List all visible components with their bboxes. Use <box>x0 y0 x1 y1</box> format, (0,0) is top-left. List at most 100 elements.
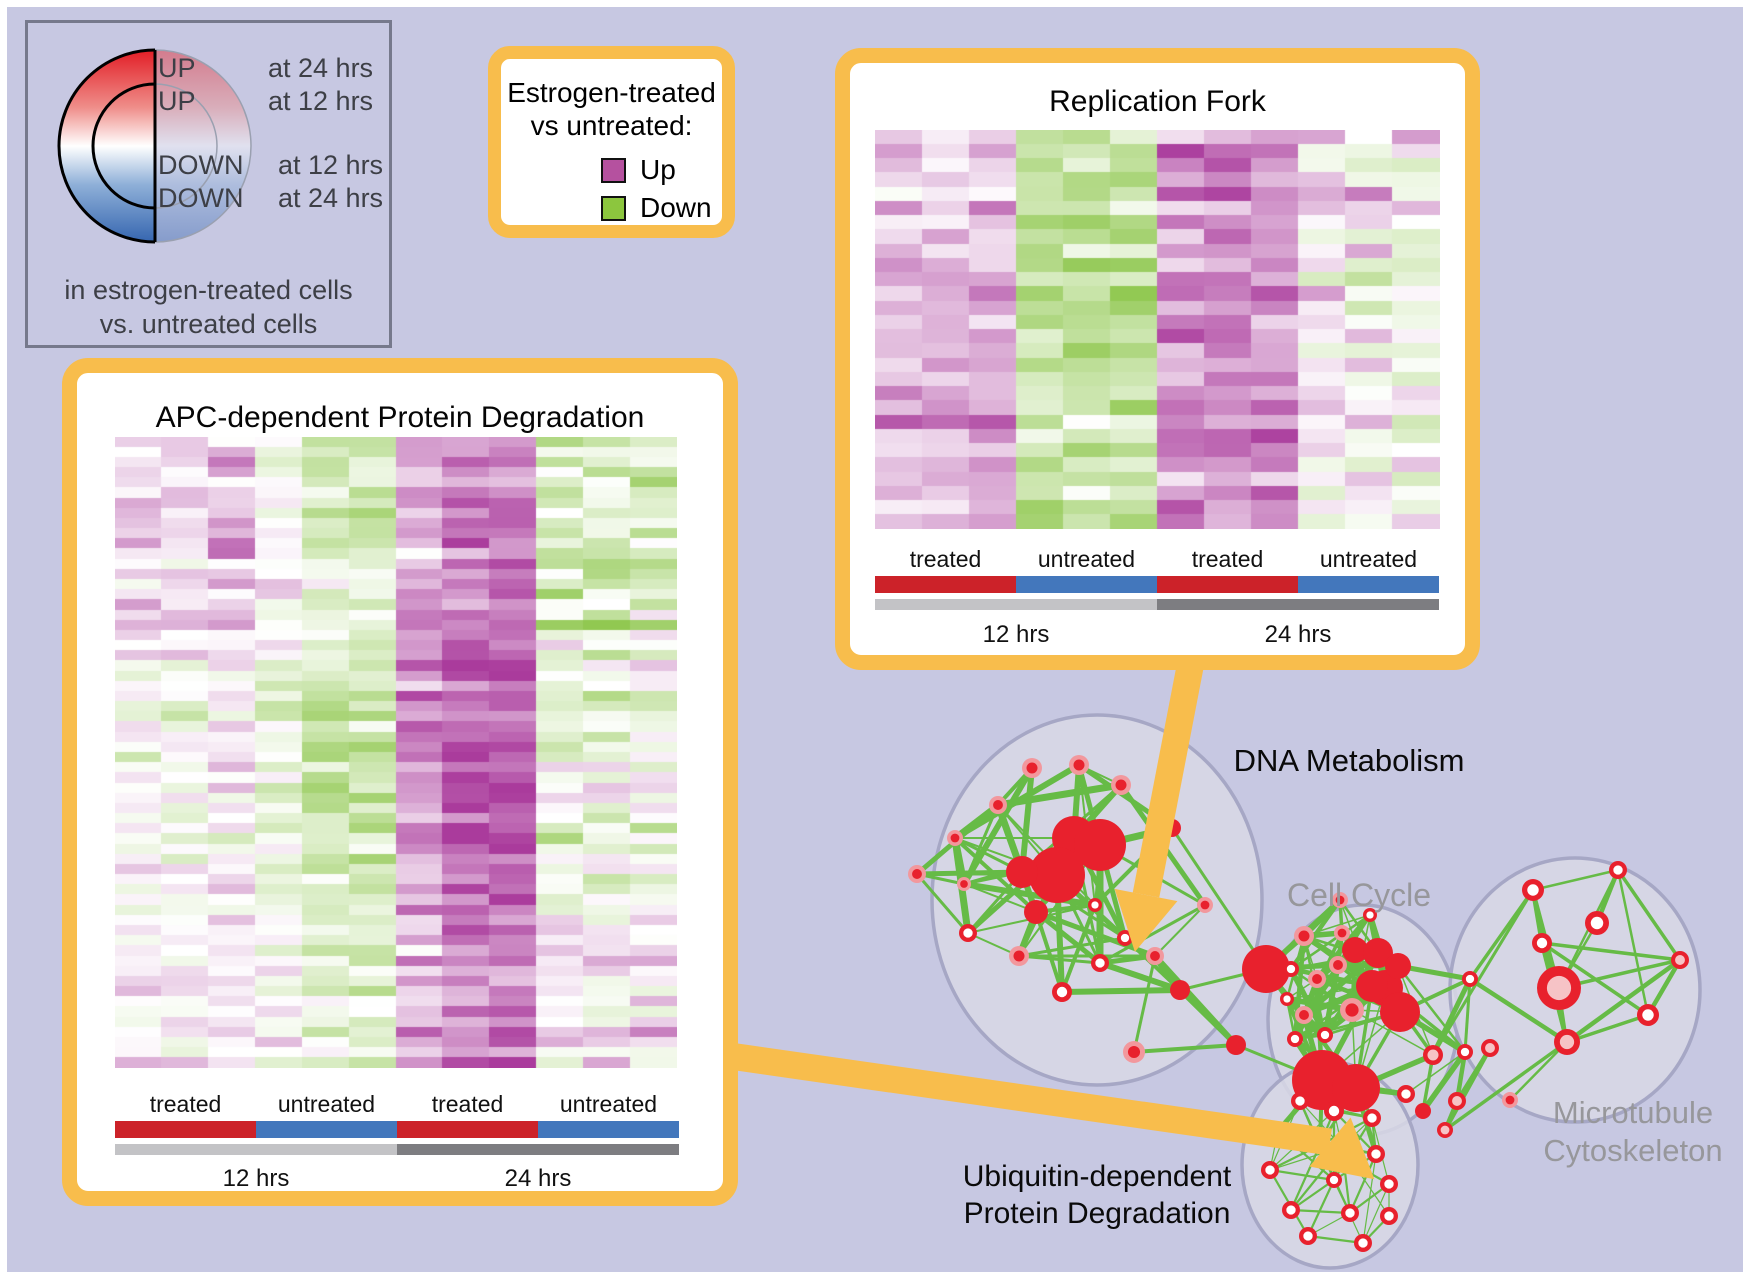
network-edge <box>1397 965 1466 1053</box>
down-label: Down <box>640 192 712 223</box>
cluster-label-1: Cell Cycle <box>1286 877 1432 913</box>
network-edge <box>1348 1153 1378 1214</box>
network-edge <box>1290 1208 1351 1215</box>
network-node-red-ring-white-center <box>1261 1161 1279 1179</box>
network-node-red-ring-white-center <box>1609 861 1627 879</box>
cluster-label-2: Microtubule Cytoskeleton <box>1543 1095 1723 1168</box>
ring-legend-box: UP at 24 hrs UP at 12 hrs DOWN at 12 hrs… <box>25 20 392 348</box>
apc-24h-bar <box>397 1144 679 1155</box>
apc-heatmap <box>115 437 677 1068</box>
network-edge <box>1289 1144 1322 1211</box>
network-edge <box>1455 1046 1492 1103</box>
network-node-pink-ring-red-center <box>1308 970 1326 988</box>
network-edge <box>1132 955 1157 1053</box>
network-edge <box>1443 1040 1569 1132</box>
apc-panel-title: APC-dependent Protein Degradation <box>155 401 645 434</box>
network-node-red-ring-white-center <box>1326 1172 1342 1188</box>
network-edge <box>1133 1043 1237 1054</box>
rf-group-label-2: treated <box>1191 546 1264 572</box>
rf-heatmap <box>875 130 1440 529</box>
ring-legend-diagram <box>57 48 252 244</box>
network-node-red-ring-white-center <box>1532 933 1552 953</box>
network-node-solid-red <box>1385 953 1411 979</box>
rf-group-label-3: untreated <box>1319 546 1418 572</box>
network-edge <box>1019 767 1035 873</box>
network-node-red-ring-white-center <box>1117 930 1133 946</box>
network-edge <box>1099 903 1206 965</box>
network-edge <box>1468 977 1569 1044</box>
network-node-red-ring-white-center <box>1380 1207 1398 1225</box>
network-node-red-ring-white-center <box>1287 1031 1303 1047</box>
ring-up12-dir: UP <box>158 86 196 116</box>
apc-treated-bar-24h <box>397 1121 538 1138</box>
network-node-solid-red <box>1332 1064 1380 1112</box>
network-edge <box>1099 953 1156 966</box>
network-edge <box>1532 868 1619 892</box>
network-node-red-ring-pink-center <box>1537 966 1581 1010</box>
network-node-red-ring-white-center <box>1367 1145 1385 1163</box>
network-node-red-ring-white-center <box>1380 1175 1398 1193</box>
network-edge <box>1289 898 1342 971</box>
network-node-pink-ring-red-center <box>908 865 926 883</box>
ring-down24-time: at 24 hrs <box>278 183 384 213</box>
ring-up12-time: at 12 hrs <box>268 86 374 116</box>
color-legend-title-2: vs untreated: <box>530 110 693 141</box>
network-node-red-ring-pink-center <box>1437 1122 1453 1138</box>
network-edge <box>1307 1179 1335 1237</box>
network-edge <box>1178 988 1238 1047</box>
network-edge <box>961 766 1035 886</box>
network-node-red-ring-white-center <box>1363 908 1377 922</box>
network-edge <box>1431 889 1535 1056</box>
cluster-label-3: Ubiquitin-dependent Protein Degradation <box>962 1160 1232 1230</box>
network-node-red-ring-white-center <box>1341 1204 1359 1222</box>
rf-treated-bar-24h <box>1157 576 1298 593</box>
network-edge <box>1362 1183 1390 1244</box>
network-edge <box>1307 1234 1364 1245</box>
network-node-red-ring-white-center <box>1363 1109 1381 1127</box>
network-node-solid-red <box>1029 847 1085 903</box>
color-legend-box: Estrogen-treated vs untreated: Up Down <box>488 46 735 238</box>
rf-treated-bar-12h <box>875 576 1016 593</box>
network-node-red-ring-white-center <box>959 924 977 942</box>
network-edge <box>1509 1041 1568 1101</box>
network-node-pink-ring-red-center <box>1197 897 1213 913</box>
network-node-red-ring-pink-center <box>1671 951 1689 969</box>
network-node-red-ring-white-center <box>1457 1044 1473 1060</box>
apc-group-label-1: untreated <box>277 1091 376 1117</box>
network-node-red-ring-white-center <box>1354 1234 1372 1252</box>
rf-24hrs-label: 24 hrs <box>1264 621 1332 648</box>
network-edge <box>1405 1051 1466 1095</box>
network-node-solid-red <box>1170 980 1190 1000</box>
network-node-red-ring-pink-center <box>1423 1045 1443 1065</box>
apc-untreated-bar-24h <box>538 1121 679 1138</box>
network-node-pink-ring-red-center <box>957 877 971 891</box>
apc-12hrs-label: 12 hrs <box>222 1165 290 1192</box>
network-node-pink-ring-red-center <box>1022 758 1042 778</box>
ring-up24-dir: UP <box>158 53 196 83</box>
rf-group-label-1: untreated <box>1037 546 1136 572</box>
annotation-arrow-0 <box>1114 633 1210 952</box>
network-node-solid-red <box>1363 938 1393 968</box>
network-edge <box>1322 964 1341 1036</box>
apc-group-label-2: treated <box>431 1091 504 1117</box>
apc-untreated-bar-12h <box>256 1121 397 1138</box>
network-edge <box>997 781 1122 809</box>
network-node-pink-ring-red-center <box>1009 946 1029 966</box>
network-node-red-ring-white-center <box>1462 971 1478 987</box>
network-edge <box>1351 914 1371 1011</box>
rf-12h-bar <box>875 599 1157 610</box>
apc-24hrs-label: 24 hrs <box>504 1165 572 1192</box>
network-edge <box>1154 904 1206 957</box>
network-edge <box>1420 1050 1468 1113</box>
network-node-red-ring-white-center <box>1585 911 1609 935</box>
network-node-red-ring-white-center <box>1317 1027 1333 1043</box>
concentric-ring-icon <box>57 48 252 244</box>
ring-legend-caption-2: vs. untreated cells <box>99 309 318 339</box>
network-node-pink-ring-red-center <box>1146 947 1164 965</box>
network-node-pink-ring-red-center <box>1294 926 1314 946</box>
rf-24h-bar <box>1157 599 1439 610</box>
network-node-red-ring-white-center <box>1397 1085 1415 1103</box>
network-edge <box>1616 869 1650 1016</box>
network-edge <box>1269 1168 1335 1182</box>
network-node-solid-red <box>1226 1035 1246 1055</box>
